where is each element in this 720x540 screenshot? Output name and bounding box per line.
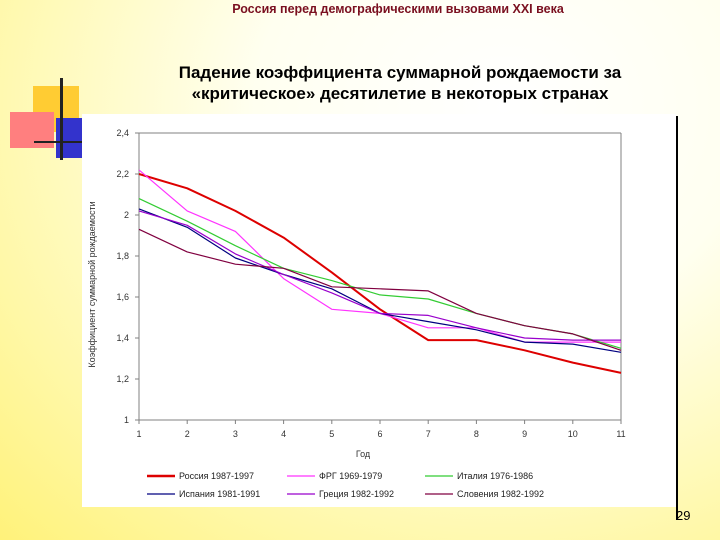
y-tick-label: 1 bbox=[124, 415, 129, 425]
legend-label-2: ФРГ 1969-1979 bbox=[319, 471, 382, 481]
y-axis-label: Коэффициент суммарной рождаемости bbox=[87, 201, 97, 367]
x-tick-label: 3 bbox=[233, 429, 238, 439]
y-tick-label: 2,4 bbox=[116, 128, 129, 138]
y-tick-label: 1,4 bbox=[116, 333, 129, 343]
chart-panel: 2,4 2,2 2 1,8 1,6 1,4 1,2 1 1 2 3 4 5 6 7 8 9 10 11 Год Коэф… bbox=[82, 114, 676, 507]
decor-horizontal-line bbox=[34, 141, 84, 143]
legend-label-5: Греция 1982-1992 bbox=[319, 489, 394, 499]
line-chart: 2,4 2,2 2 1,8 1,6 1,4 1,2 11 2 3 4 5 6 7 8 9 10 11 Год Коэф… bbox=[87, 128, 626, 499]
legend-label-6: Словения 1982-1992 bbox=[457, 489, 544, 499]
slide-title-line2: «критическое» десятилетие в некоторых ст… bbox=[191, 84, 609, 103]
x-tick-label: 4 bbox=[281, 429, 286, 439]
y-tick-label: 2 bbox=[124, 210, 129, 220]
y-tick-label: 1,6 bbox=[116, 292, 129, 302]
page-number: 29 bbox=[676, 508, 691, 523]
x-tick-label: 8 bbox=[474, 429, 479, 439]
legend-label-3: Италия 1976-1986 bbox=[457, 471, 533, 481]
x-tick-label: 2 bbox=[185, 429, 190, 439]
series-line-6 bbox=[138, 228, 622, 351]
x-tick-label: 6 bbox=[377, 429, 382, 439]
y-tick-label: 2,2 bbox=[116, 169, 129, 179]
series-line-1 bbox=[138, 173, 622, 374]
y-tick-label: 1,8 bbox=[116, 251, 129, 261]
slide-divider-line bbox=[676, 116, 678, 520]
x-tick-label: 1 bbox=[136, 429, 141, 439]
decor-vertical-line bbox=[60, 78, 63, 160]
x-tick-label: 9 bbox=[522, 429, 527, 439]
series-line-2 bbox=[138, 169, 621, 343]
slide-title-line1: Падение коэффициента суммарной рождаемос… bbox=[178, 63, 622, 82]
y-tick-label: 1,2 bbox=[116, 374, 129, 384]
x-tick-label: 5 bbox=[329, 429, 334, 439]
slide-title: Падение коэффициента суммарной рождаемос… bbox=[140, 62, 660, 104]
series-line-4 bbox=[138, 208, 622, 353]
x-axis-label: Год bbox=[356, 449, 371, 459]
legend-label-4: Испания 1981-1991 bbox=[179, 489, 260, 499]
x-tick-label: 11 bbox=[616, 429, 625, 439]
x-tick-label: 7 bbox=[426, 429, 431, 439]
presentation-header: Россия перед демографическими вызовами X… bbox=[232, 2, 564, 16]
x-tick-label: 10 bbox=[568, 429, 578, 439]
legend-label-1: Россия 1987-1997 bbox=[179, 471, 254, 481]
series-line-5 bbox=[138, 210, 621, 341]
